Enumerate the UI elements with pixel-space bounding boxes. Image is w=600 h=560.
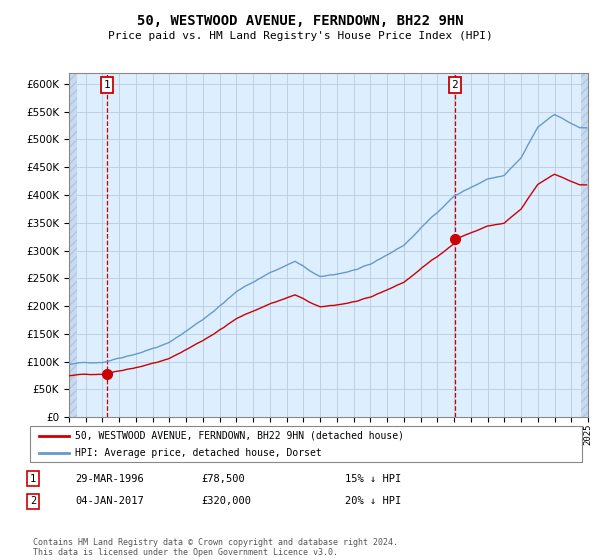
Text: 50, WESTWOOD AVENUE, FERNDOWN, BH22 9HN: 50, WESTWOOD AVENUE, FERNDOWN, BH22 9HN (137, 14, 463, 28)
Text: 15% ↓ HPI: 15% ↓ HPI (345, 474, 401, 484)
Text: 50, WESTWOOD AVENUE, FERNDOWN, BH22 9HN (detached house): 50, WESTWOOD AVENUE, FERNDOWN, BH22 9HN … (75, 431, 404, 441)
Text: £78,500: £78,500 (201, 474, 245, 484)
Bar (69, 73, 77, 417)
Bar (581, 73, 588, 417)
Text: 29-MAR-1996: 29-MAR-1996 (75, 474, 144, 484)
Text: 2: 2 (30, 496, 36, 506)
Text: £320,000: £320,000 (201, 496, 251, 506)
Text: 2: 2 (451, 80, 458, 90)
Text: Price paid vs. HM Land Registry's House Price Index (HPI): Price paid vs. HM Land Registry's House … (107, 31, 493, 41)
Text: Contains HM Land Registry data © Crown copyright and database right 2024.
This d: Contains HM Land Registry data © Crown c… (33, 538, 398, 557)
Text: 04-JAN-2017: 04-JAN-2017 (75, 496, 144, 506)
Text: 20% ↓ HPI: 20% ↓ HPI (345, 496, 401, 506)
Text: 1: 1 (103, 80, 110, 90)
Text: 1: 1 (30, 474, 36, 484)
Text: HPI: Average price, detached house, Dorset: HPI: Average price, detached house, Dors… (75, 448, 322, 458)
